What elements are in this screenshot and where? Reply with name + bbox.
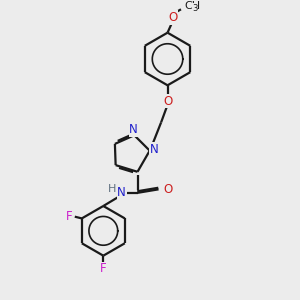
Text: 3: 3	[192, 4, 197, 13]
Text: O: O	[168, 11, 177, 24]
Text: N: N	[129, 124, 138, 136]
Text: F: F	[100, 262, 106, 275]
Text: O: O	[163, 95, 172, 108]
Text: N: N	[117, 186, 126, 200]
Text: O: O	[164, 183, 173, 196]
Text: H: H	[107, 184, 116, 194]
Text: CH: CH	[184, 2, 200, 11]
Text: N: N	[149, 143, 158, 156]
Text: F: F	[66, 210, 73, 223]
